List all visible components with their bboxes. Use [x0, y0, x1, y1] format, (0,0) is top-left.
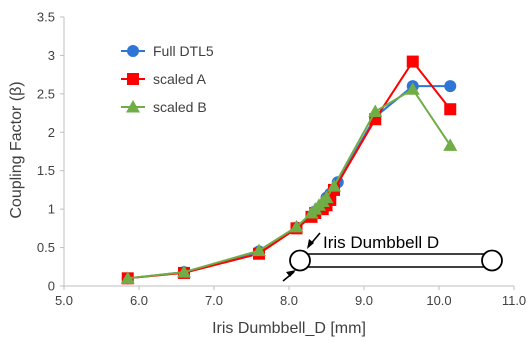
legend-item: scaled B [121, 99, 207, 115]
x-tick-label: 6.0 [130, 293, 148, 308]
data-point [120, 271, 135, 284]
dumbbell-right-circle [481, 249, 503, 272]
legend-marker [127, 73, 139, 85]
data-point [444, 80, 457, 93]
axes [63, 17, 514, 287]
series-layer [120, 55, 458, 285]
data-point [368, 104, 383, 118]
dumbbell-annotation: Iris Dumbbell D [282, 232, 503, 282]
legend-marker [126, 100, 140, 113]
legend-marker [127, 45, 139, 57]
data-point [289, 219, 304, 233]
y-tick-label: 3.5 [37, 10, 55, 25]
x-tick-label: 8.0 [280, 293, 298, 308]
annotation-arrowhead-bottom [286, 270, 296, 277]
y-tick-label: 1.5 [37, 163, 55, 178]
legend-item: Full DTL5 [121, 43, 214, 59]
data-point [327, 179, 341, 192]
annotation-arrowhead-top [307, 239, 314, 249]
x-tick-label: 11.0 [502, 293, 526, 308]
data-point [443, 138, 458, 151]
legend-label: scaled B [153, 99, 207, 115]
x-axis-title: Iris Dumbbell_D [mm] [212, 320, 366, 337]
y-tick-label: 3 [48, 48, 55, 63]
x-tick-label: 10.0 [426, 293, 451, 308]
data-point [406, 55, 419, 68]
y-tick-label: 1 [48, 202, 55, 217]
x-tick-labels: 5.0 6.0 7.0 8.0 9.0 10.0 11.0 [55, 286, 526, 308]
data-point [444, 103, 457, 116]
data-point [177, 265, 191, 278]
y-tick-labels: 0 0.5 1 1.5 2 2.5 3 3.5 [37, 10, 64, 294]
data-point [252, 243, 266, 257]
y-axis-title: Coupling Factor (β) [8, 81, 25, 218]
legend: Full DTL5 scaled A scaled B [121, 43, 214, 115]
data-point [405, 82, 420, 95]
y-tick-label: 0 [48, 279, 55, 294]
y-tick-label: 0.5 [37, 240, 55, 255]
x-tick-label: 9.0 [355, 293, 373, 308]
series-3 [120, 82, 458, 284]
legend-label: scaled A [153, 71, 207, 87]
y-tick-label: 2.5 [37, 86, 55, 101]
legend-label: Full DTL5 [153, 43, 214, 59]
dumbbell-left-circle [289, 249, 311, 272]
annotation-label: Iris Dumbbell D [323, 233, 439, 252]
x-tick-label: 5.0 [55, 293, 73, 308]
y-tick-label: 2 [48, 125, 55, 140]
data-point [319, 190, 334, 204]
x-tick-label: 7.0 [205, 293, 223, 308]
legend-item: scaled A [121, 71, 207, 87]
